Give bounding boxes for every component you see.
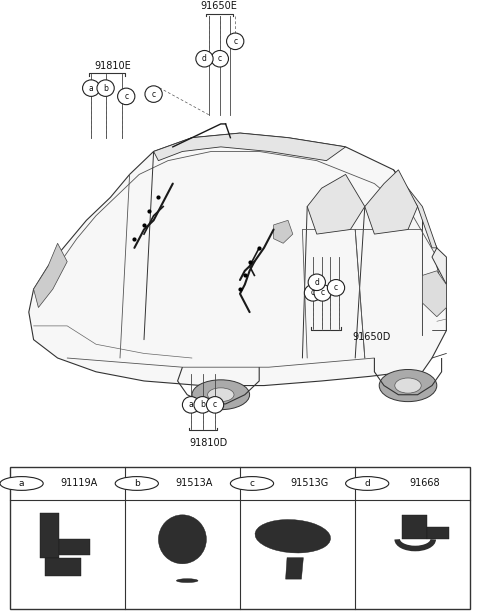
Text: c: c (321, 288, 324, 297)
Ellipse shape (395, 378, 421, 393)
Text: c: c (124, 92, 128, 101)
Text: d: d (314, 278, 319, 287)
Text: 91650E: 91650E (200, 1, 237, 12)
Polygon shape (29, 133, 446, 386)
Circle shape (194, 397, 211, 413)
Circle shape (227, 33, 244, 50)
Polygon shape (274, 220, 293, 243)
Circle shape (230, 477, 274, 490)
Text: c: c (152, 89, 156, 99)
Text: b: b (200, 400, 205, 409)
Polygon shape (286, 558, 303, 579)
Text: d: d (202, 54, 207, 63)
Polygon shape (432, 248, 446, 285)
Ellipse shape (379, 370, 437, 401)
Text: a: a (19, 479, 24, 488)
Polygon shape (307, 174, 365, 234)
Polygon shape (402, 515, 427, 539)
Circle shape (346, 477, 389, 490)
Text: b: b (134, 479, 140, 488)
Text: d: d (364, 479, 370, 488)
Text: a: a (89, 84, 94, 92)
Text: c: c (334, 283, 338, 293)
Polygon shape (154, 133, 346, 160)
Circle shape (0, 477, 43, 490)
Circle shape (83, 80, 100, 96)
Polygon shape (59, 539, 90, 554)
Circle shape (304, 285, 322, 301)
Text: 91513A: 91513A (175, 479, 213, 488)
Text: b: b (103, 84, 108, 92)
Text: c: c (218, 54, 222, 63)
Polygon shape (34, 243, 67, 307)
Polygon shape (45, 558, 81, 576)
Text: 91810E: 91810E (95, 61, 131, 71)
Ellipse shape (255, 520, 331, 553)
Ellipse shape (158, 515, 206, 564)
Polygon shape (422, 271, 446, 317)
Polygon shape (40, 513, 59, 558)
Text: 91513G: 91513G (290, 479, 328, 488)
Text: 91668: 91668 (409, 479, 440, 488)
Text: 91119A: 91119A (60, 479, 97, 488)
Text: a: a (189, 400, 193, 409)
Circle shape (182, 397, 200, 413)
Circle shape (145, 86, 162, 102)
Text: c: c (250, 479, 254, 488)
Polygon shape (394, 170, 437, 248)
Circle shape (308, 274, 325, 291)
Circle shape (211, 51, 228, 67)
Text: 91650D: 91650D (353, 332, 391, 342)
Circle shape (327, 280, 345, 296)
Circle shape (196, 51, 213, 67)
Polygon shape (365, 170, 418, 234)
Ellipse shape (177, 579, 198, 583)
Text: c: c (213, 400, 217, 409)
Ellipse shape (208, 388, 234, 401)
Ellipse shape (192, 380, 250, 409)
Text: c: c (311, 288, 315, 297)
Polygon shape (427, 527, 449, 539)
Circle shape (115, 477, 158, 490)
Text: c: c (233, 37, 237, 46)
Circle shape (206, 397, 224, 413)
Circle shape (118, 88, 135, 105)
Circle shape (314, 285, 331, 301)
Circle shape (97, 80, 114, 96)
Text: 91810D: 91810D (190, 438, 228, 449)
